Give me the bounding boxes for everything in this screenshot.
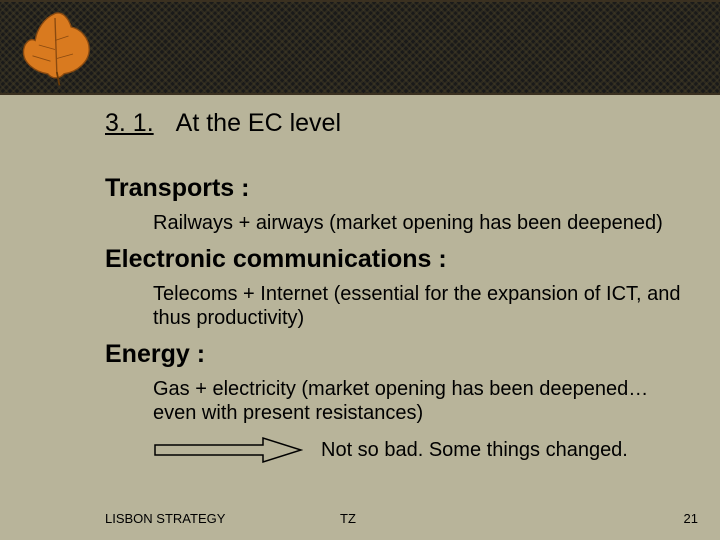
footer-left: LISBON STRATEGY (105, 511, 225, 526)
footer-right: 21 (684, 511, 698, 526)
leaf-icon (10, 0, 100, 90)
slide-content: 3. 1. At the EC level Transports : Railw… (0, 95, 720, 540)
title-text: At the EC level (176, 109, 341, 138)
section-heading-energy: Energy : (105, 340, 702, 369)
arrow-right-icon (153, 435, 303, 465)
conclusion-text: Not so bad. Some things changed. (321, 439, 628, 462)
footer-center: TZ (340, 511, 356, 526)
title-number: 3. 1. (105, 109, 154, 138)
section-body-energy: Gas + electricity (market opening has be… (153, 377, 693, 425)
slide-title: 3. 1. At the EC level (105, 109, 702, 138)
conclusion-row: Not so bad. Some things changed. (153, 435, 702, 465)
slide-footer: LISBON STRATEGY TZ 21 (0, 511, 720, 526)
section-heading-transports: Transports : (105, 174, 702, 203)
section-body-ecomm: Telecoms + Internet (essential for the e… (153, 282, 693, 330)
decorative-top-border (0, 0, 720, 95)
section-heading-ecomm: Electronic communications : (105, 245, 702, 274)
section-body-transports: Railways + airways (market opening has b… (153, 211, 693, 235)
